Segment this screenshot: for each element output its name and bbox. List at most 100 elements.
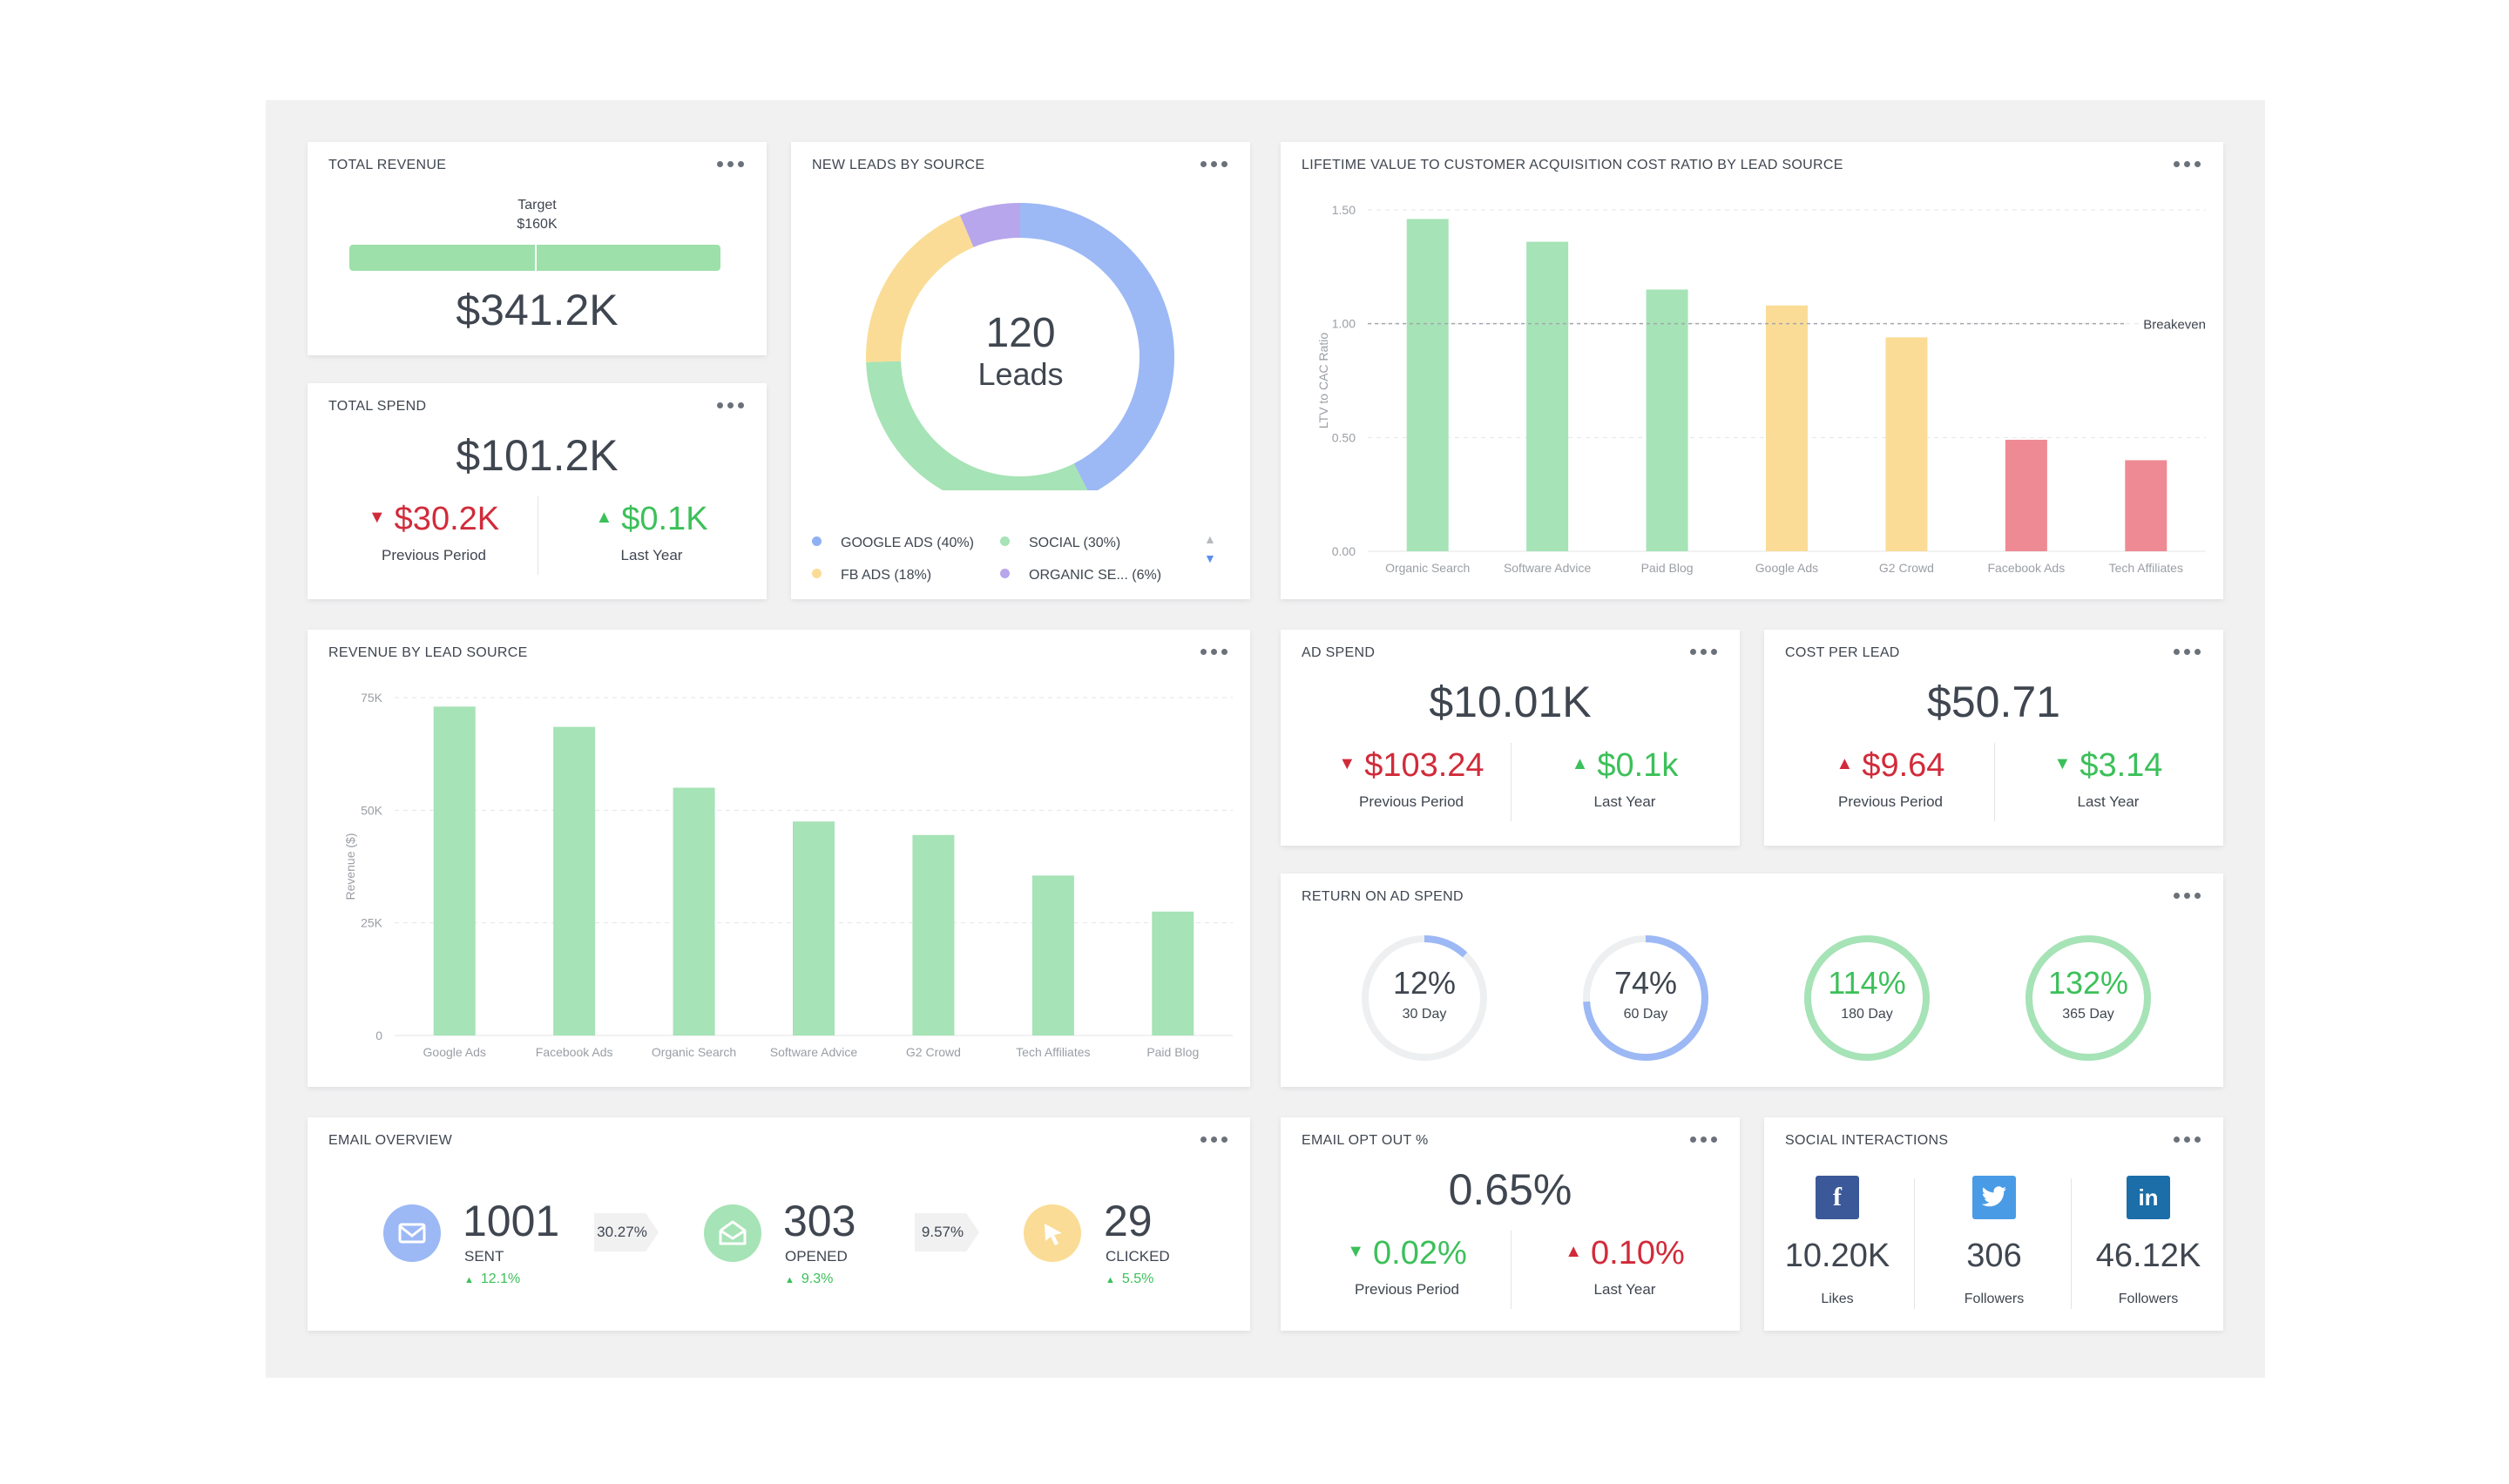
- more-options-button[interactable]: [2170, 645, 2204, 658]
- last-year-value: $0.1k: [1597, 747, 1679, 784]
- last-year-value: 0.10%: [1591, 1235, 1685, 1272]
- new-leads-card: NEW LEADS BY SOURCE 120 Leads GOOGLE ADS…: [791, 142, 1250, 599]
- more-options-button[interactable]: [2170, 158, 2204, 171]
- up-arrow-icon: ▲: [1571, 754, 1589, 774]
- card-title: RETURN ON AD SPEND: [1302, 889, 1464, 904]
- down-arrow-icon: ▼: [368, 508, 386, 528]
- sent-value: 1001: [463, 1197, 560, 1245]
- legend-dot: [812, 536, 822, 547]
- x-tick-label: Google Ads: [1755, 561, 1818, 575]
- x-tick-label: Google Ads: [423, 1045, 486, 1059]
- y-axis-label: LTV to CAC Ratio: [1316, 333, 1330, 428]
- more-options-button[interactable]: [713, 399, 747, 412]
- more-options-button[interactable]: [1197, 1133, 1231, 1146]
- leads-donut-chart: [866, 203, 1174, 490]
- previous-period-value: $9.64: [1862, 747, 1945, 784]
- more-options-button[interactable]: [2170, 889, 2204, 902]
- x-tick-label: Tech Affiliates: [1016, 1045, 1090, 1059]
- card-title: AD SPEND: [1302, 645, 1376, 660]
- x-tick-label: Software Advice: [1504, 561, 1592, 575]
- bar-g2-crowd: [912, 834, 955, 1035]
- target-label: Target: [517, 198, 557, 212]
- bar-facebook-ads: [2005, 439, 2047, 551]
- y-tick-label: 0: [375, 1029, 382, 1042]
- previous-period-stat: ▲ $9.64 Previous Period: [1799, 747, 1982, 811]
- x-tick-label: Organic Search: [1385, 561, 1470, 575]
- target-value: $160K: [517, 217, 558, 232]
- donut-slice-2: [866, 215, 974, 362]
- y-axis-label: Revenue ($): [343, 833, 357, 900]
- ring-progress: [1804, 935, 1930, 1061]
- x-tick-label: Facebook Ads: [1987, 561, 2065, 575]
- bar-facebook-ads: [553, 726, 596, 1035]
- ad-spend-card: AD SPEND $10.01K ▼ $103.24 Previous Perio…: [1281, 630, 1740, 846]
- more-options-button[interactable]: [1687, 645, 1721, 658]
- clicked-value: 29: [1104, 1197, 1153, 1245]
- more-options-button[interactable]: [713, 158, 747, 171]
- legend-organic-search[interactable]: ORGANIC SE... (6%): [1000, 568, 1161, 583]
- revenue-by-source-card: REVENUE BY LEAD SOURCE 75K 50K 25K 0 Google …: [308, 630, 1250, 1087]
- roas-percent: 132%: [2047, 965, 2129, 1001]
- previous-period-label: Previous Period: [1358, 793, 1464, 810]
- last-year-label: Last Year: [2077, 793, 2140, 810]
- more-options-button[interactable]: [1197, 645, 1231, 658]
- last-year-stat: ▲ 0.10% Last Year: [1533, 1235, 1716, 1298]
- legend-google-ads[interactable]: GOOGLE ADS (40%): [812, 536, 974, 551]
- total-revenue-value: $341.2K: [456, 286, 619, 334]
- last-year-stat: ▲ $0.1K Last Year: [560, 501, 743, 564]
- legend-scroll-up-icon[interactable]: ▲: [1204, 532, 1216, 546]
- previous-period-value: $30.2K: [394, 501, 500, 537]
- y-tick-label: 25K: [361, 916, 383, 930]
- card-title: TOTAL SPEND: [328, 399, 427, 414]
- legend-scroll-down-icon[interactable]: ▼: [1204, 551, 1216, 565]
- facebook-icon[interactable]: f: [1816, 1176, 1859, 1219]
- roas-period: 60 Day: [1623, 1007, 1668, 1022]
- more-options-button[interactable]: [1197, 158, 1231, 171]
- ltv-cac-card: LIFETIME VALUE TO CUSTOMER ACQUISITION C…: [1281, 142, 2223, 599]
- legend-social[interactable]: SOCIAL (30%): [1000, 536, 1120, 551]
- cursor-click-icon: [1024, 1204, 1081, 1262]
- dashboard-canvas: TOTAL REVENUE Target $160K $341.2K TOTAL…: [266, 100, 2265, 1378]
- linkedin-followers-label: Followers: [2118, 1292, 2179, 1306]
- last-year-stat: ▼ $3.14 Last Year: [2017, 747, 2200, 811]
- roas-30-day: 12% 30 Day: [1355, 965, 1494, 1022]
- up-arrow-icon: ▲: [595, 508, 613, 528]
- previous-period-label: Previous Period: [1354, 1281, 1459, 1298]
- y-tick-label: 0.50: [1332, 430, 1356, 444]
- y-tick-label: 1.50: [1332, 203, 1356, 217]
- up-arrow-icon: ▲: [785, 1275, 795, 1285]
- last-year-value: $0.1K: [621, 501, 708, 537]
- facebook-likes-label: Likes: [1821, 1292, 1854, 1306]
- linkedin-icon[interactable]: in: [2127, 1176, 2170, 1219]
- open-envelope-icon: [704, 1204, 761, 1262]
- previous-period-label: Previous Period: [1837, 793, 1943, 810]
- total-spend-card: TOTAL SPEND $101.2K ▼ $30.2K Previous Per…: [308, 383, 767, 599]
- cost-per-lead-card: COST PER LEAD $50.71 ▲ $9.64 Previous Per…: [1764, 630, 2223, 846]
- revenue-progress-bar: [349, 245, 720, 271]
- breakeven-label: Breakeven: [2143, 318, 2206, 333]
- legend-dot: [1000, 536, 1010, 547]
- roas-period: 30 Day: [1402, 1007, 1447, 1022]
- more-options-button[interactable]: [2170, 1133, 2204, 1146]
- previous-period-stat: ▼ $103.24 Previous Period: [1315, 747, 1507, 811]
- bar-tech-affiliates: [1031, 875, 1074, 1035]
- opened-to-clicked-rate: 9.57%: [915, 1213, 979, 1251]
- cost-per-lead-value: $50.71: [1927, 678, 2060, 726]
- roas-percent: 12%: [1392, 965, 1457, 1001]
- donut-slice-1: [866, 361, 1088, 490]
- card-title: EMAIL OPT OUT %: [1302, 1133, 1429, 1148]
- twitter-icon[interactable]: [1972, 1176, 2016, 1219]
- roas-period: 365 Day: [2062, 1007, 2114, 1022]
- legend-fb-ads[interactable]: FB ADS (18%): [812, 568, 931, 583]
- roas-180-day: 114% 180 Day: [1797, 965, 1937, 1022]
- x-tick-label: Facebook Ads: [536, 1045, 613, 1059]
- bar-paid-blog: [1646, 289, 1688, 551]
- legend-dot: [1000, 569, 1010, 579]
- x-tick-label: G2 Crowd: [906, 1045, 961, 1059]
- previous-period-value: 0.02%: [1373, 1235, 1467, 1272]
- more-options-button[interactable]: [1687, 1133, 1721, 1146]
- target-marker: [535, 245, 537, 271]
- x-tick-label: Software Advice: [770, 1045, 858, 1059]
- donut-slice-0: [1019, 203, 1174, 490]
- facebook-likes-value: 10.20K: [1784, 1238, 1890, 1274]
